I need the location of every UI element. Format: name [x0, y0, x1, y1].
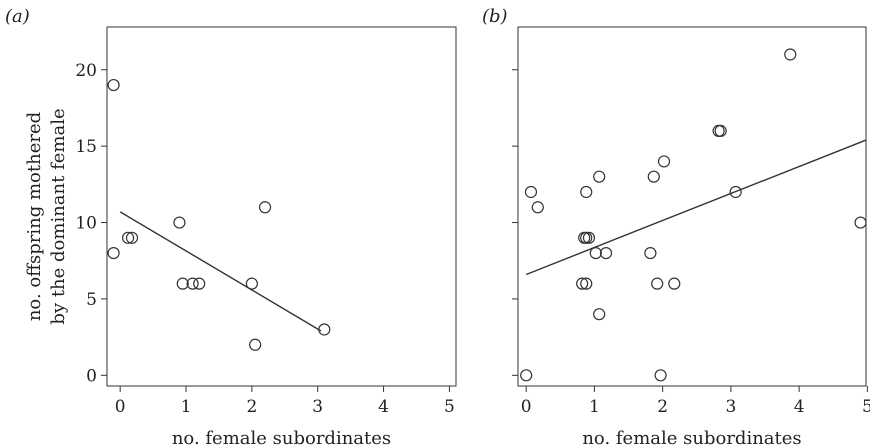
panel-b-data-point: [580, 231, 593, 244]
panel-b-data-point: [576, 277, 589, 290]
panel-a-data-point: [258, 201, 272, 214]
panel-a-data-point: [176, 277, 189, 290]
panel-b-x-tick-label: 4: [794, 397, 805, 417]
panel-b-data-point: [647, 170, 660, 183]
panel-b-data-point: [599, 246, 613, 260]
panel-b-data-point: [580, 277, 593, 290]
panel-a-data-point: [245, 277, 258, 290]
panel-a-plot-frame: [106, 26, 457, 387]
panel-a-data-point: [125, 231, 139, 244]
panel-a-y-tick-label: 20: [75, 61, 97, 81]
panel-b-x-tick-label: 3: [725, 397, 736, 417]
panel-b-x-tick-label: 0: [521, 397, 532, 417]
panel-b-data-point: [668, 277, 681, 290]
panel-b-data-point: [784, 48, 797, 61]
panel-a-data-point: [107, 246, 120, 260]
panel-a-label: (a): [5, 6, 30, 27]
panel-b-data-point: [714, 124, 727, 137]
panel-a-x-tick-label: 4: [378, 397, 389, 417]
panel-a-y-tick-label: 5: [86, 290, 97, 310]
panel-a-data-point: [173, 216, 186, 229]
panel-b-label: (b): [482, 6, 508, 27]
panel-b-data-point: [651, 277, 664, 290]
panel-a-x-tick-label: 3: [312, 397, 323, 417]
panel-b-data-point: [657, 155, 671, 168]
panel-b-data-point: [531, 201, 544, 214]
panel-b-data-point: [644, 246, 657, 260]
panel-b-data-point: [524, 185, 538, 199]
panel-b-data-point: [580, 185, 593, 199]
panel-b-data-point: [593, 308, 606, 321]
panel-b-x-axis-label: no. female subordinates: [582, 428, 801, 448]
panel-b-x-tick-label: 5: [862, 397, 870, 417]
panel-b-data-point: [582, 231, 596, 244]
panel-a-y-tick-label: 0: [86, 366, 97, 386]
panel-b-trend-line: [525, 139, 867, 276]
panel-a-x-tick-label: 5: [444, 397, 455, 417]
panel-b-data-point: [729, 185, 742, 199]
panel-b-data-point: [589, 246, 602, 260]
panel-a-data-point: [318, 323, 331, 336]
panel-b-x-tick-label: 2: [657, 397, 668, 417]
panel-b-data-point: [854, 216, 867, 229]
panel-a-y-axis-label-line: no. offspring mothered: [24, 112, 45, 321]
panel-a-x-axis-label: no. female subordinates: [172, 428, 391, 448]
panel-a-y-tick-label: 10: [75, 214, 97, 234]
panel-a-data-point: [121, 231, 135, 244]
panel-a-y-tick-label: 15: [75, 137, 97, 157]
panel-b-x-tick-label: 1: [589, 397, 600, 417]
panel-a-data-point: [186, 277, 199, 290]
panel-a-x-tick-label: 2: [246, 397, 257, 417]
panel-b-data-point: [654, 369, 667, 382]
panel-a-x-tick-label: 0: [115, 397, 126, 417]
panel-a-data-point: [107, 78, 120, 92]
panel-b-data-point: [520, 369, 533, 382]
panel-a-trend-line: [119, 211, 322, 332]
panel-a-y-axis-label-line: by the dominant female: [48, 108, 69, 324]
panel-a-data-point: [249, 338, 262, 351]
panel-a-x-tick-label: 1: [181, 397, 192, 417]
panel-a-data-point: [193, 277, 206, 290]
panel-b-plot-frame: [517, 26, 867, 387]
panel-b-data-point: [593, 170, 606, 183]
